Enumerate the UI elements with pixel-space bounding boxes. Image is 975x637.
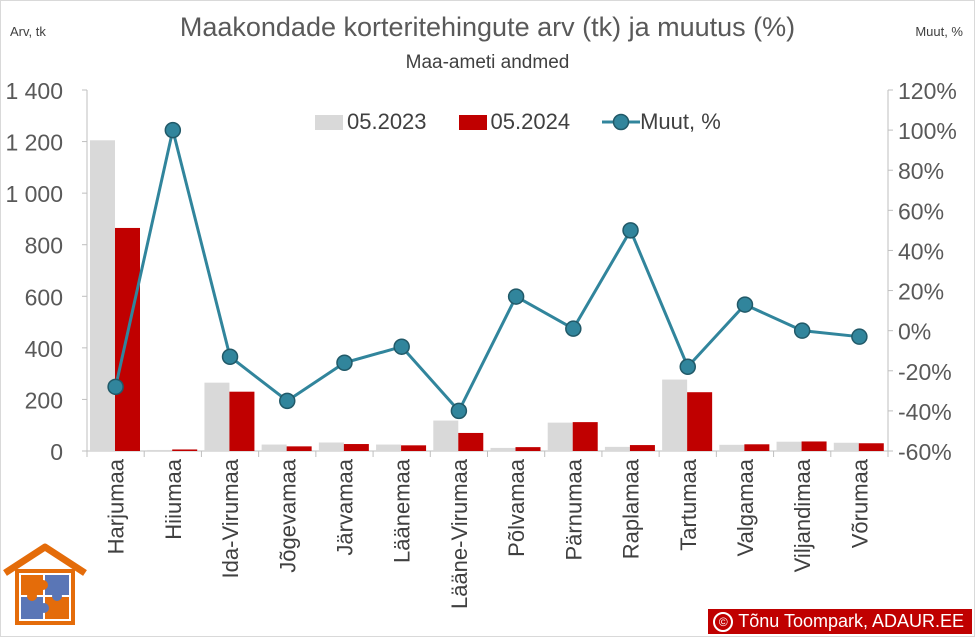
category-label: Ida-Virumaa [218,458,243,578]
left-tick-label: 1 200 [5,130,63,156]
legend-swatch-2024 [458,114,487,130]
bar-2024 [343,444,369,451]
change-point [164,121,182,139]
bar-2023 [662,379,688,451]
category-label: Harjumaa [104,458,129,554]
category-label: Valgamaa [733,458,758,556]
left-tick-label: 800 [25,233,63,259]
right-tick-label: 120% [898,78,957,104]
legend-item-2024: 05.2024 [458,109,571,135]
bar-2024 [458,432,484,451]
right-tick-label: 20% [898,279,944,305]
change-point [107,378,124,396]
legend-line-marker [602,113,641,131]
change-point [507,288,525,305]
category-label: Järvamaa [332,458,357,555]
bar-2024 [801,441,827,451]
right-tick-label: -40% [898,399,952,425]
bar-2024 [687,392,713,451]
change-point [279,392,296,410]
bar-2023 [833,442,859,451]
category-label: Viljandimaa [790,458,815,572]
credit-text: Tõnu Toompark, ADAUR.EE [738,611,964,631]
right-tick-label: 80% [898,158,944,184]
legend-swatch-2023 [315,114,343,130]
category-label: Tartumaa [676,458,701,550]
category-label: Hiiumaa [161,458,186,539]
legend-item-2023: 05.2023 [315,109,427,135]
left-tick-label: 1 000 [5,181,63,207]
change-point [393,338,410,355]
left-axis-unit: Arv, tk [10,24,46,39]
legend-label-2023: 05.2023 [347,109,427,134]
change-point [679,358,696,376]
bar-2024 [858,443,884,451]
change-point [450,402,468,420]
right-axis-unit: Muut, % [915,24,963,39]
left-tick-label: 400 [25,336,63,362]
change-point [851,328,868,345]
house-puzzle-logo [3,543,87,625]
bar-2023 [147,449,173,451]
legend: 05.2023 05.2024 Muut, % [315,109,753,135]
bar-2023 [547,422,573,451]
change-point [736,296,754,313]
right-tick-label: -60% [898,439,952,465]
left-tick-label: 0 [50,439,63,465]
bar-2023 [719,444,745,451]
bar-2023 [261,444,287,451]
category-label: Pärnumaa [561,458,586,560]
category-label: Raplamaa [619,458,644,559]
category-label: Läänemaa [390,458,415,563]
right-tick-label: -20% [898,359,952,385]
category-label: Lääne-Virumaa [447,458,472,609]
right-tick-label: 40% [898,238,944,264]
bar-2024 [401,445,427,451]
bar-2024 [172,449,198,451]
right-tick-label: 0% [898,319,931,345]
bar-2024 [629,445,655,451]
change-point [622,222,639,239]
change-point [221,348,239,365]
credit-badge: © Tõnu Toompark, ADAUR.EE [708,609,972,634]
left-tick-label: 200 [25,387,63,413]
category-label: Põlvamaa [504,458,529,557]
bar-2023 [433,420,459,451]
bar-2023 [90,140,115,451]
bar-2023 [490,447,516,451]
bar-2023 [376,444,402,451]
change-point [793,322,811,339]
change-point [336,354,353,372]
legend-label-2024: 05.2024 [490,109,571,134]
bar-2024 [572,422,598,451]
bar-2024 [229,391,255,451]
bar-2023 [318,442,344,451]
right-tick-label: 100% [898,118,957,144]
chart-subtitle: Maa-ameti andmed [405,52,570,73]
category-label: Jõgevamaa [275,458,300,573]
left-tick-label: 600 [25,284,63,310]
bar-2024 [744,444,770,451]
legend-item-change: Muut, % [602,109,721,135]
bar-2024 [286,446,312,451]
bar-2024 [515,447,541,451]
chart-title: Maakondade korteritehingute arv (tk) ja … [179,12,796,42]
category-label: Võrumaa [847,458,872,548]
right-tick-label: 60% [898,198,944,224]
change-line [114,128,860,413]
bar-2023 [204,382,230,451]
bar-2023 [604,446,630,451]
change-point [565,320,582,337]
bar-2023 [776,441,802,451]
copyright-icon: © [713,611,734,632]
left-tick-label: 1 400 [5,78,63,104]
legend-label-change: Muut, % [640,109,721,134]
